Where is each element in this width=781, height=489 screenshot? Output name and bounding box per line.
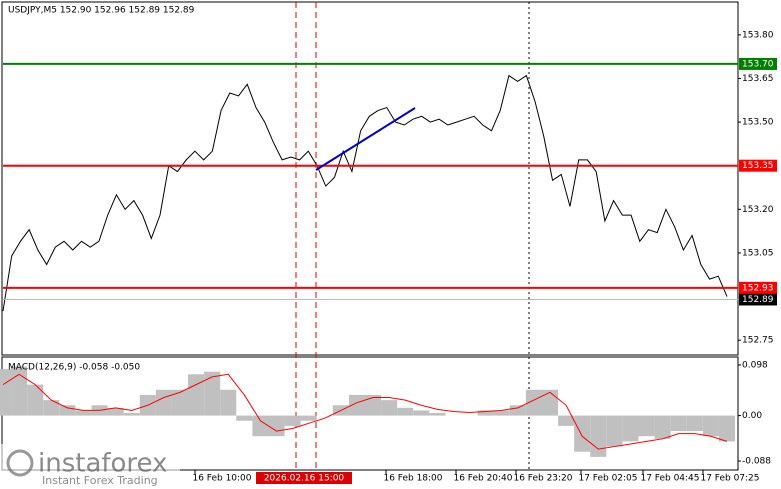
histogram-bar — [381, 400, 398, 416]
histogram-bar — [204, 371, 221, 416]
histogram-bar — [509, 405, 526, 416]
histogram-bar — [541, 389, 559, 416]
histogram-bar — [107, 407, 124, 416]
histogram-bar — [300, 415, 317, 421]
histogram-bar — [43, 400, 60, 416]
y-tick-label: 153.05 — [742, 248, 774, 258]
macd-title: MACD(12,26,9) -0.058 -0.050 — [8, 363, 140, 373]
last-price-label: 152.89 — [742, 295, 774, 305]
histogram-bar — [171, 389, 189, 416]
level-label: 153.35 — [742, 161, 774, 171]
histogram-bar — [654, 415, 671, 439]
histogram-bar — [284, 415, 301, 426]
histogram-bar — [477, 410, 494, 416]
y-tick-label: 153.65 — [742, 74, 774, 84]
last-price-box — [739, 293, 777, 306]
histogram-bar — [718, 415, 736, 442]
histogram-bar — [686, 415, 703, 432]
logo — [6, 449, 34, 477]
histogram-bar — [525, 389, 542, 416]
histogram-bar — [397, 407, 414, 416]
level-label: 153.70 — [742, 59, 774, 69]
histogram-bar — [622, 415, 639, 442]
y-tick-label: 153.80 — [742, 30, 774, 40]
histogram-bar — [59, 405, 76, 416]
histogram-bar — [590, 415, 607, 457]
histogram-bar — [236, 415, 253, 421]
histogram-bar — [429, 413, 446, 416]
trend-line — [315, 107, 416, 171]
histogram-bar — [348, 394, 365, 416]
histogram-bar — [606, 415, 623, 447]
x-tick-label: 17 Feb 07:25 — [700, 474, 759, 484]
histogram-bar — [155, 389, 172, 416]
level-box — [739, 281, 777, 294]
x-tick-label: 17 Feb 04:45 — [640, 474, 699, 484]
histogram-bar — [252, 415, 269, 437]
y-tick-label: 0.098 — [742, 361, 768, 371]
histogram-bar — [702, 415, 719, 437]
histogram-bar — [558, 415, 575, 426]
histogram-bar — [268, 415, 285, 437]
histogram-bar — [638, 415, 655, 437]
x-tick-label: 16 Feb 18:00 — [383, 474, 442, 484]
watermark: instaforex Instant Forex Trading — [0, 444, 180, 489]
tagline: Instant Forex Trading — [42, 474, 158, 487]
x-tick-label: 16 Feb 10:00 — [192, 474, 251, 484]
cursor-box — [256, 472, 352, 484]
histogram-bar — [670, 415, 687, 432]
y-tick-label: 153.50 — [742, 118, 774, 128]
histogram-bar — [220, 389, 237, 416]
price-line — [2, 74, 728, 312]
x-tick-label: 16 Feb 20:40 — [453, 474, 512, 484]
chart-title: USDJPY,M5 152.90 152.96 152.89 152.89 — [8, 6, 195, 16]
main-panel — [1, 1, 739, 356]
level-box — [739, 57, 777, 70]
histogram-bar — [0, 369, 12, 416]
histogram-bar — [493, 410, 510, 416]
histogram-bar — [75, 410, 92, 416]
y-tick-label: -0.088 — [742, 457, 771, 467]
brand: instaforex — [38, 449, 167, 479]
signal-line — [2, 373, 728, 450]
cursor-label: 2026.02.16 15:00 — [264, 474, 345, 484]
level-label: 152.93 — [742, 283, 774, 293]
y-tick-label: 0.00 — [742, 411, 762, 421]
histogram-bar — [188, 374, 205, 416]
histogram-bar — [365, 394, 382, 416]
x-tick-label: 17 Feb 02:05 — [578, 474, 637, 484]
histogram-bar — [574, 415, 591, 452]
y-tick-label: 152.75 — [742, 336, 774, 346]
histogram-bar — [11, 366, 28, 416]
histogram-bar — [27, 384, 44, 416]
y-tick-label: 153.20 — [742, 205, 774, 215]
histogram-bar — [123, 413, 140, 416]
level-box — [739, 159, 777, 172]
x-tick-label: 16 Feb 23:20 — [513, 474, 572, 484]
histogram-bar — [413, 410, 430, 416]
